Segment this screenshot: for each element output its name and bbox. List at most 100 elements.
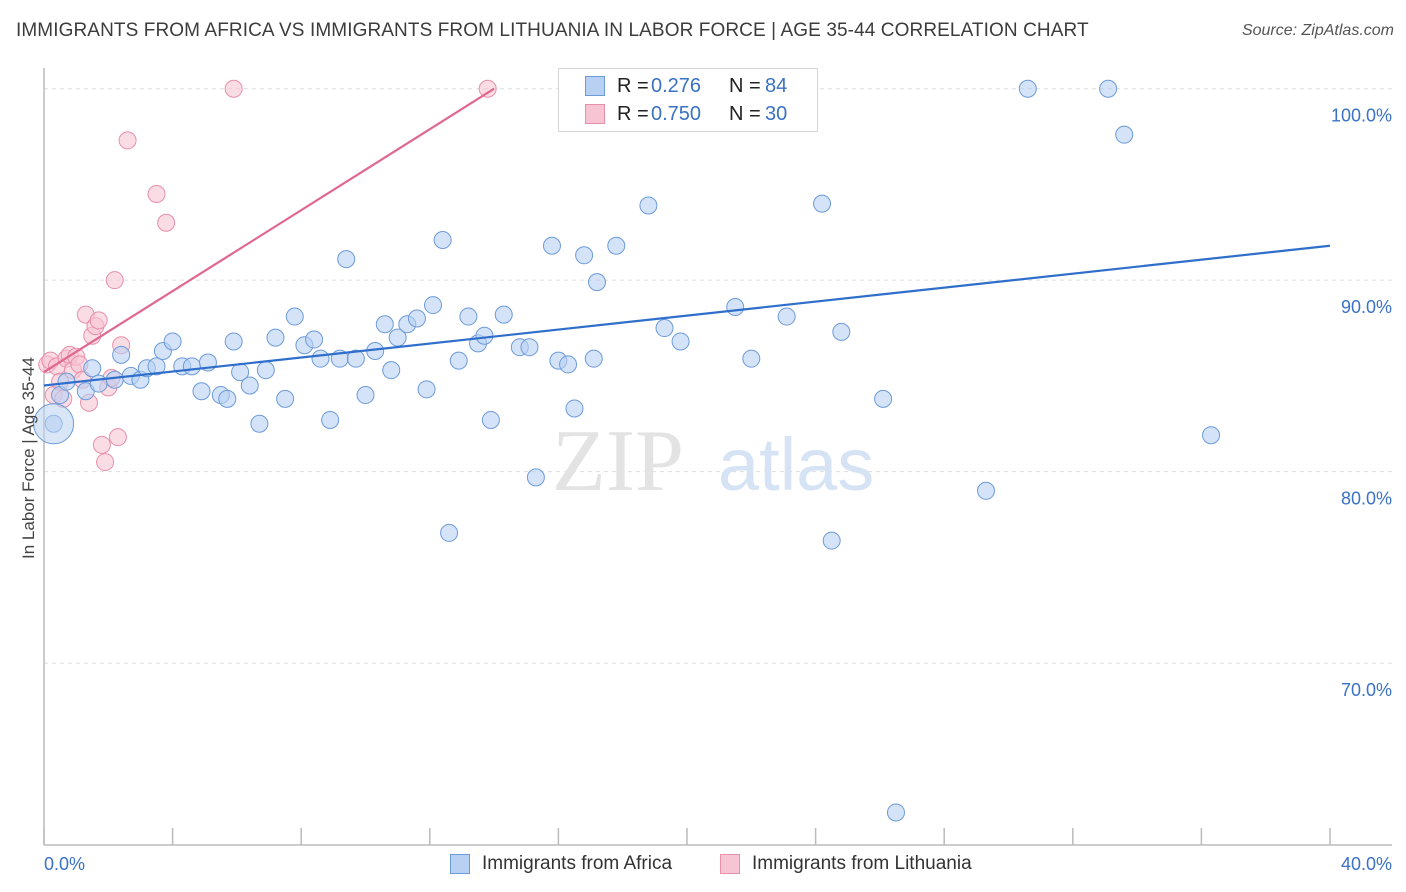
africa-point [494,305,513,324]
africa-point [182,357,201,376]
africa-point [424,296,443,315]
africa-point [337,250,356,269]
lithuania-r-label: R = [617,103,649,125]
lithuania-point [105,271,124,290]
lithuania-legend-swatch [720,854,740,874]
africa-point [449,351,468,370]
africa-n-value: 84 [765,75,788,97]
y-tick-label: 100.0% [1331,106,1392,126]
africa-point [112,345,131,364]
africa-point [655,319,674,338]
watermark: ZIP atlas [552,413,874,510]
africa-point [311,349,330,368]
africa-point [726,297,745,316]
africa-point [147,357,166,376]
y-axis-label: In Labor Force | Age 35-44 [19,357,38,559]
africa-point [526,468,545,487]
y-tick-label: 70.0% [1341,680,1392,700]
lithuania-point [92,435,111,454]
africa-point [874,389,893,408]
africa-point [192,382,211,401]
africa-point [321,410,340,429]
africa-point [565,399,584,418]
lithuania-n-value: 30 [765,103,788,125]
africa-point [481,410,500,429]
lithuania-r-value: 0.750 [651,103,702,125]
africa-swatch [585,76,605,96]
y-tick-label: 90.0% [1341,297,1392,317]
africa-point [671,332,690,351]
africa-point [89,374,108,393]
stats-legend: R = 0.276 N = 84 R = 0.750 N = 30 [558,68,818,132]
lithuania-point [478,79,497,98]
africa-point [433,230,452,249]
lithuania-point [108,428,127,447]
africa-point [832,322,851,341]
africa-point [105,370,124,389]
lithuania-legend-label: Immigrants from Lithuania [752,853,972,874]
chart-title: IMMIGRANTS FROM AFRICA VS IMMIGRANTS FRO… [16,20,1089,41]
lithuania-points [38,79,696,472]
lithuania-point [157,213,176,232]
africa-point [440,523,459,542]
x-tick-label: 40.0% [1341,854,1392,874]
africa-point [584,349,603,368]
africa-trend-line [43,244,1331,387]
africa-point [346,349,365,368]
lithuania-point [118,131,137,150]
africa-point [1018,79,1037,98]
lithuania-n-label: N = [729,103,761,125]
africa-point [559,355,578,374]
africa-point [163,332,182,351]
lithuania-point [147,185,166,204]
lithuania-point [89,311,108,330]
africa-point [459,307,478,326]
africa-point [822,531,841,550]
africa-legend-swatch [450,854,470,874]
y-tick-label: 80.0% [1341,489,1392,509]
africa-point [305,330,324,349]
africa-r-label: R = [617,75,649,97]
lithuania-swatch [585,104,605,124]
africa-point [256,361,275,380]
africa-point [575,246,594,265]
africa-point [382,361,401,380]
africa-point [542,236,561,255]
africa-point [607,236,626,255]
africa-point [250,414,269,433]
africa-point [266,328,285,347]
africa-point [83,359,102,378]
africa-legend-label: Immigrants from Africa [482,853,673,874]
africa-point [976,481,995,500]
africa-point [1202,426,1221,445]
lithuania-point [96,453,115,472]
africa-point [218,389,237,408]
africa-point [1099,79,1118,98]
africa-point [587,273,606,292]
trend-lines [43,87,1331,387]
africa-point [886,803,905,822]
source-label: Source: ZipAtlas.com [1241,22,1394,39]
africa-point [520,338,539,357]
africa-point [33,403,75,445]
tick-labels: 70.0% 80.0% 90.0% 100.0% 0.0% 40.0% [44,106,1392,874]
x-tick-label: 0.0% [44,854,85,874]
africa-r-value: 0.276 [651,75,702,97]
africa-point [475,326,494,345]
watermark-atlas: atlas [718,423,874,506]
africa-point [813,194,832,213]
africa-point [1115,125,1134,144]
watermark-zip: ZIP [552,413,684,510]
africa-point [417,380,436,399]
africa-n-label: N = [729,75,761,97]
africa-point [224,332,243,351]
lithuania-point [224,79,243,98]
africa-point [407,309,426,328]
africa-point [285,307,304,326]
africa-point [240,376,259,395]
africa-point [639,196,658,215]
grid-lines [44,88,1392,664]
africa-point [356,386,375,405]
africa-point [742,349,761,368]
